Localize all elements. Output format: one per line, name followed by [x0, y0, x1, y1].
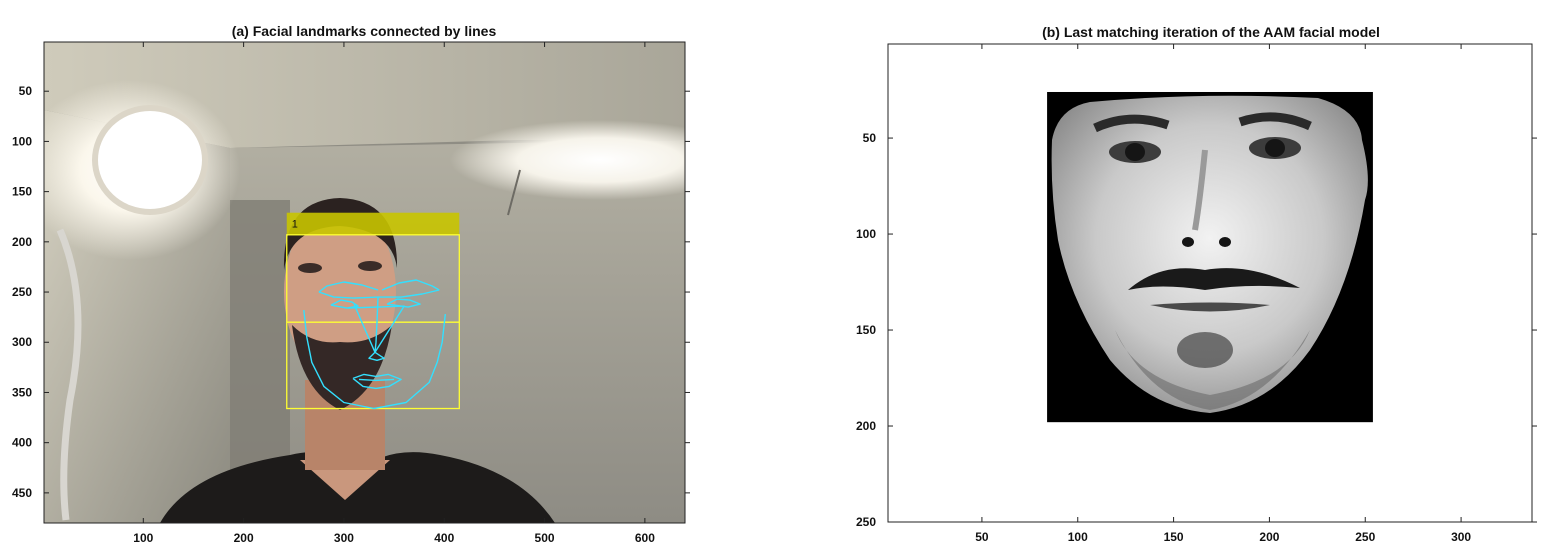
- panel-a-title: (a) Facial landmarks connected by lines: [232, 23, 497, 39]
- x-tick-label: 50: [975, 530, 989, 544]
- y-tick-label: 150: [856, 323, 876, 337]
- detection-label-band: [286, 212, 460, 235]
- landmark-mouth-outer: [352, 373, 402, 390]
- x-tick-label: 300: [1451, 530, 1471, 544]
- landmark-nose-cross: [347, 305, 405, 353]
- y-tick-label: 200: [12, 235, 32, 249]
- x-tick-label: 100: [1068, 530, 1088, 544]
- landmark-brow-right: [381, 279, 440, 291]
- y-tick-label: 200: [856, 419, 876, 433]
- landmark-brow-left: [318, 281, 379, 293]
- y-tick-label: 50: [863, 131, 877, 145]
- x-tick-label: 100: [133, 531, 153, 545]
- x-tick-label: 600: [635, 531, 655, 545]
- y-tick-label: 250: [856, 515, 876, 529]
- x-tick-label: 500: [535, 531, 555, 545]
- landmark-mouth-inner: [358, 378, 395, 382]
- y-tick-label: 400: [12, 436, 32, 450]
- x-tick-label: 150: [1164, 530, 1184, 544]
- y-tick-label: 450: [12, 486, 32, 500]
- landmark-jaw: [303, 310, 446, 410]
- landmark-eye-left: [330, 299, 359, 309]
- panel-b-texture: [1047, 91, 1373, 423]
- x-tick-label: 200: [234, 531, 254, 545]
- panel-a-frame: [43, 41, 686, 524]
- x-tick-label: 300: [334, 531, 354, 545]
- panel-b-frame: [887, 43, 1533, 523]
- y-tick-label: 250: [12, 285, 32, 299]
- y-tick-label: 150: [12, 185, 32, 199]
- panel-b-title: (b) Last matching iteration of the AAM f…: [1042, 24, 1380, 40]
- landmark-nose-bridge: [374, 297, 379, 353]
- x-tick-label: 200: [1259, 530, 1279, 544]
- y-tick-label: 350: [12, 385, 32, 399]
- y-tick-label: 100: [856, 227, 876, 241]
- panel-a-photo: [44, 42, 685, 523]
- landmark-nose-base: [353, 303, 385, 361]
- face-texture: [1051, 95, 1368, 413]
- detection-box: 1: [286, 212, 460, 410]
- landmark-lines: [303, 279, 446, 410]
- y-tick-label: 50: [19, 84, 33, 98]
- detection-label: 1: [292, 219, 298, 231]
- y-tick-label: 300: [12, 335, 32, 349]
- x-tick-label: 250: [1355, 530, 1375, 544]
- panel-a-axes: 100 200 300 400 500 600 50 100 150 200 250 300 350 40…: [12, 42, 690, 545]
- y-tick-label: 100: [12, 134, 32, 148]
- x-tick-label: 400: [434, 531, 454, 545]
- panel-b-axes: 50 100 150 200 250 300 50 100 150 200 250: [856, 44, 1537, 544]
